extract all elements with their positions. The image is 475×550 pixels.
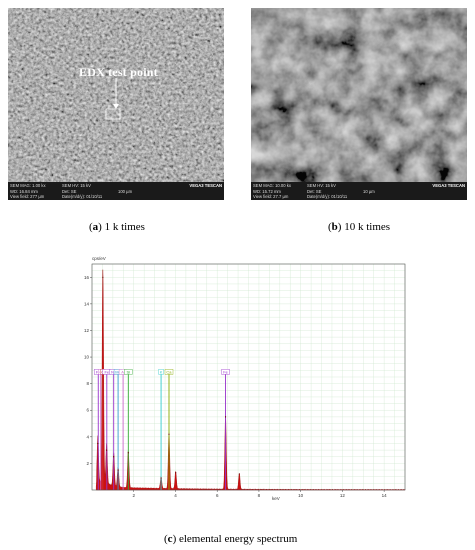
element-marker-label: Ca xyxy=(166,369,172,374)
x-tick-label: 14 xyxy=(382,493,388,498)
y-tick-label: 8 xyxy=(86,381,89,386)
spectrum-peak xyxy=(102,276,104,278)
caption-b-text: 10 k times xyxy=(344,221,391,233)
element-marker-label: Al xyxy=(121,369,125,374)
caption-a-label: a xyxy=(92,221,99,233)
spectrum-peak xyxy=(224,416,227,418)
x-tick-label: 6 xyxy=(216,493,219,498)
sem-wd: WD: 15.72 mm xyxy=(253,188,281,194)
edx-spectrum-chart: FeCOFeNaMgAlSiKCaFe 24681012141624681012… xyxy=(80,252,410,512)
sem-image-10k: SEM MAG: 10.00 kx WD: 15.72 mm View fiel… xyxy=(251,8,467,200)
sem-brand: VEGA3 TESCAN xyxy=(189,183,222,188)
x-tick-label: 2 xyxy=(132,493,135,498)
sem-image-1k: EDX test point SEM MAG: 1.00 kx WD: 16.8… xyxy=(8,8,224,200)
sem-date: Date(m/d/y): 01/10/11 xyxy=(62,194,103,200)
sem-brand: VEGA3 TESCAN xyxy=(432,183,465,188)
spectrum-peak xyxy=(127,452,129,454)
caption-b: (b) 10 k times xyxy=(328,221,391,233)
caption-a: (a) 1 k times xyxy=(89,221,145,233)
sem-hv: SEM HV: 15 kV xyxy=(62,183,91,188)
x-tick-label: 12 xyxy=(340,493,346,498)
test-point-box xyxy=(105,108,121,120)
sem-date: Date(m/d/y): 01/10/11 xyxy=(307,194,348,200)
x-tick-label: 8 xyxy=(258,493,261,498)
sem-scale: 100 µm xyxy=(118,188,133,194)
y-tick-label: 4 xyxy=(86,434,89,439)
element-marker-tag xyxy=(221,369,230,375)
sem-wd: WD: 16.84 mm xyxy=(10,188,38,194)
sem-texture-1k xyxy=(8,8,224,200)
spectrum-peak xyxy=(175,472,177,474)
element-marker-label: K xyxy=(160,369,163,374)
element-marker-tag xyxy=(158,369,164,375)
y-tick-label: 12 xyxy=(84,328,90,333)
y-axis-label: cps/eV xyxy=(92,256,106,261)
sem-mag: SEM MAG: 1.00 kx xyxy=(10,183,46,188)
sem-hv: SEM HV: 15 kV xyxy=(307,183,336,188)
spectrum-peak xyxy=(160,477,162,479)
edx-test-point-label: EDX test point xyxy=(79,65,158,79)
y-tick-label: 16 xyxy=(84,275,90,280)
sem-texture-10k xyxy=(251,8,467,200)
y-tick-label: 2 xyxy=(86,461,89,466)
spectrum-peak xyxy=(238,473,240,475)
sem-det: Det: SE xyxy=(307,188,322,194)
sem-det: Det: SE xyxy=(62,188,77,194)
x-axis-label: keV xyxy=(272,496,280,501)
sem-info-bar: SEM MAG: 1.00 kx WD: 16.84 mm View field… xyxy=(8,182,224,200)
caption-b-label: b xyxy=(331,221,338,233)
y-tick-label: 14 xyxy=(84,301,90,306)
caption-c-text: elemental energy spectrum xyxy=(178,533,298,545)
caption-c-label: c xyxy=(167,533,173,545)
sem-mag: SEM MAG: 10.00 kx xyxy=(253,183,291,188)
element-marker-tag xyxy=(164,369,174,375)
element-marker-label: Mg xyxy=(115,369,121,374)
spectrum-peak xyxy=(97,442,99,445)
caption-c: (c) elemental energy spectrum xyxy=(164,533,298,545)
spectrum-peak xyxy=(168,433,170,435)
spectrum-peak xyxy=(117,469,119,471)
element-marker-tag xyxy=(124,369,133,375)
plot-frame xyxy=(91,263,406,491)
element-marker-label: Fe xyxy=(104,369,109,374)
sem-info-bar: SEM MAG: 10.00 kx WD: 15.72 mm View fiel… xyxy=(251,182,467,200)
element-marker-label: Si xyxy=(127,369,131,374)
sem-scale: 10 µm xyxy=(363,188,375,194)
y-tick-label: 10 xyxy=(84,355,90,360)
spectrum-peak xyxy=(113,456,115,458)
element-marker-label: Fe xyxy=(223,369,228,374)
caption-a-text: 1 k times xyxy=(104,221,145,233)
x-tick-label: 10 xyxy=(298,493,304,498)
sem-view: View field: 277 µm xyxy=(10,194,45,200)
x-tick-label: 4 xyxy=(174,493,177,498)
sem-view: View field: 27.7 µm xyxy=(253,194,289,200)
spectrum-peak xyxy=(106,449,108,451)
y-tick-label: 6 xyxy=(86,408,89,413)
